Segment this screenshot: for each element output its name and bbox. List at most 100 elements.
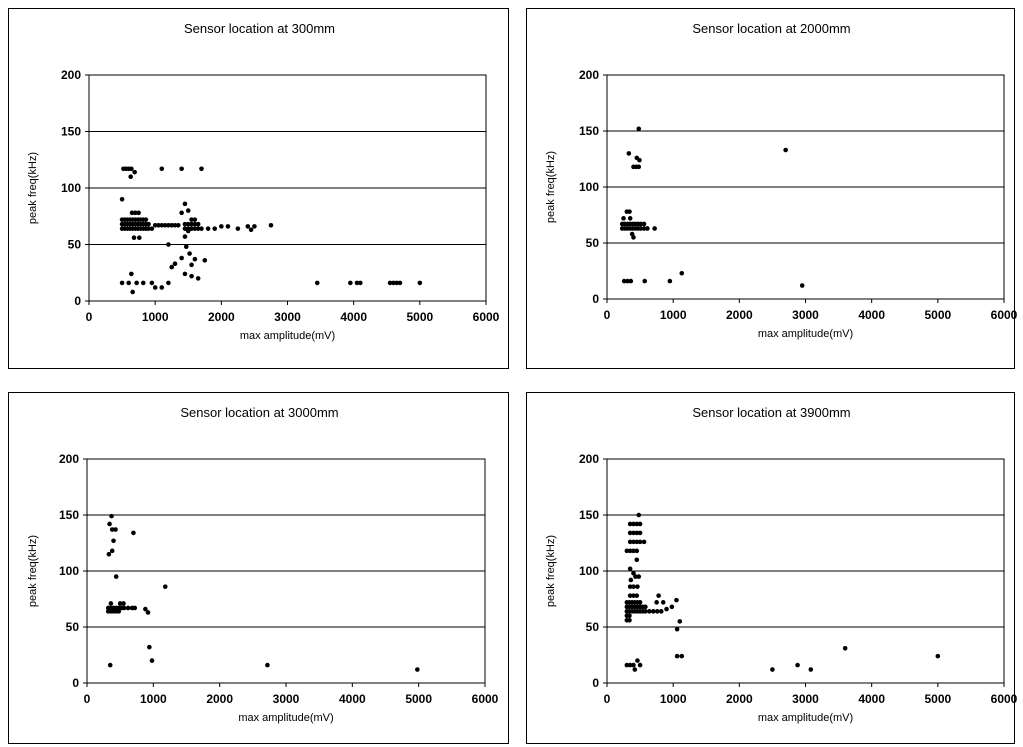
data-point (634, 548, 640, 554)
data-point (219, 224, 224, 229)
y-tick-label: 150 (59, 508, 79, 522)
data-point (187, 251, 192, 256)
x-tick-label: 2000 (208, 310, 235, 324)
y-tick-label: 200 (579, 452, 599, 466)
data-point (637, 530, 643, 536)
x-axis-label: max amplitude(mV) (240, 330, 335, 342)
data-point (245, 224, 251, 229)
data-point (627, 613, 632, 619)
y-axis-label: peak freq(kHz) (27, 535, 39, 607)
data-point (182, 234, 188, 239)
data-point (635, 658, 640, 663)
data-point (199, 166, 204, 172)
data-point (156, 222, 161, 228)
y-tick-label: 0 (592, 676, 599, 690)
x-tick-label: 6000 (991, 692, 1018, 706)
data-point (121, 605, 127, 611)
x-tick-label: 5000 (924, 692, 951, 706)
data-point (641, 539, 647, 545)
x-axis-label: max amplitude(mV) (758, 712, 853, 724)
y-tick-label: 100 (61, 181, 81, 195)
data-point (628, 278, 634, 284)
data-point (126, 280, 131, 286)
x-tick-label: 5000 (405, 692, 432, 706)
y-tick-label: 50 (68, 238, 82, 252)
y-axis-label: peak freq(kHz) (545, 151, 557, 223)
data-point (669, 604, 675, 610)
y-axis-label: peak freq(kHz) (545, 535, 557, 607)
data-point (631, 530, 636, 536)
data-point (109, 548, 115, 554)
y-tick-label: 50 (586, 620, 600, 634)
data-point (166, 242, 171, 247)
data-point (131, 530, 136, 536)
data-point (636, 512, 642, 518)
data-point (179, 255, 184, 261)
data-point (172, 222, 178, 228)
data-point (252, 224, 257, 229)
data-point (664, 606, 669, 612)
x-tick-label: 1000 (660, 692, 687, 706)
data-point (656, 593, 661, 598)
data-point (189, 221, 194, 227)
y-tick-label: 200 (579, 68, 599, 82)
data-point (638, 221, 644, 227)
data-point (643, 604, 648, 610)
x-axis-label: max amplitude(mV) (238, 712, 333, 724)
y-tick-label: 150 (579, 508, 599, 522)
x-tick-label: 0 (604, 692, 611, 706)
data-point (625, 278, 630, 284)
x-tick-label: 0 (604, 308, 611, 322)
x-tick-label: 6000 (473, 310, 500, 324)
data-point (631, 593, 636, 598)
x-tick-label: 2000 (726, 308, 753, 322)
data-point (136, 210, 141, 216)
data-point (631, 570, 636, 576)
data-point (674, 653, 680, 659)
data-point (113, 574, 119, 579)
data-point (627, 521, 633, 527)
data-point (636, 164, 642, 170)
x-tick-label: 5000 (406, 310, 433, 324)
x-tick-label: 4000 (339, 692, 366, 706)
data-point (159, 285, 165, 290)
data-point (631, 539, 636, 545)
data-point (631, 584, 636, 589)
chart-title: Sensor location at 3900mm (692, 405, 850, 420)
data-point (169, 222, 175, 228)
y-tick-label: 0 (74, 294, 81, 308)
data-point (626, 151, 632, 156)
data-point (162, 222, 168, 228)
data-point (642, 278, 648, 284)
data-point (107, 662, 113, 668)
data-point (166, 222, 171, 228)
data-point (185, 221, 191, 227)
data-point (192, 256, 198, 262)
x-tick-label: 4000 (858, 692, 885, 706)
data-point (147, 644, 152, 650)
data-point (637, 157, 642, 163)
data-point (132, 169, 137, 175)
data-point (635, 584, 640, 589)
data-point (125, 605, 131, 611)
data-point (651, 609, 656, 614)
data-point (146, 226, 151, 231)
data-point (631, 521, 636, 527)
data-point (248, 227, 254, 233)
data-point (119, 280, 125, 286)
data-point (627, 216, 633, 221)
data-point (189, 226, 194, 231)
data-point (679, 270, 685, 276)
data-point (117, 601, 123, 606)
data-point (183, 244, 189, 250)
x-tick-label: 4000 (858, 308, 885, 322)
x-tick-label: 5000 (924, 308, 951, 322)
data-point (129, 271, 134, 277)
data-point (179, 166, 184, 172)
x-axis-label: max amplitude(mV) (758, 328, 853, 340)
data-point (417, 280, 423, 286)
data-point (182, 271, 188, 277)
